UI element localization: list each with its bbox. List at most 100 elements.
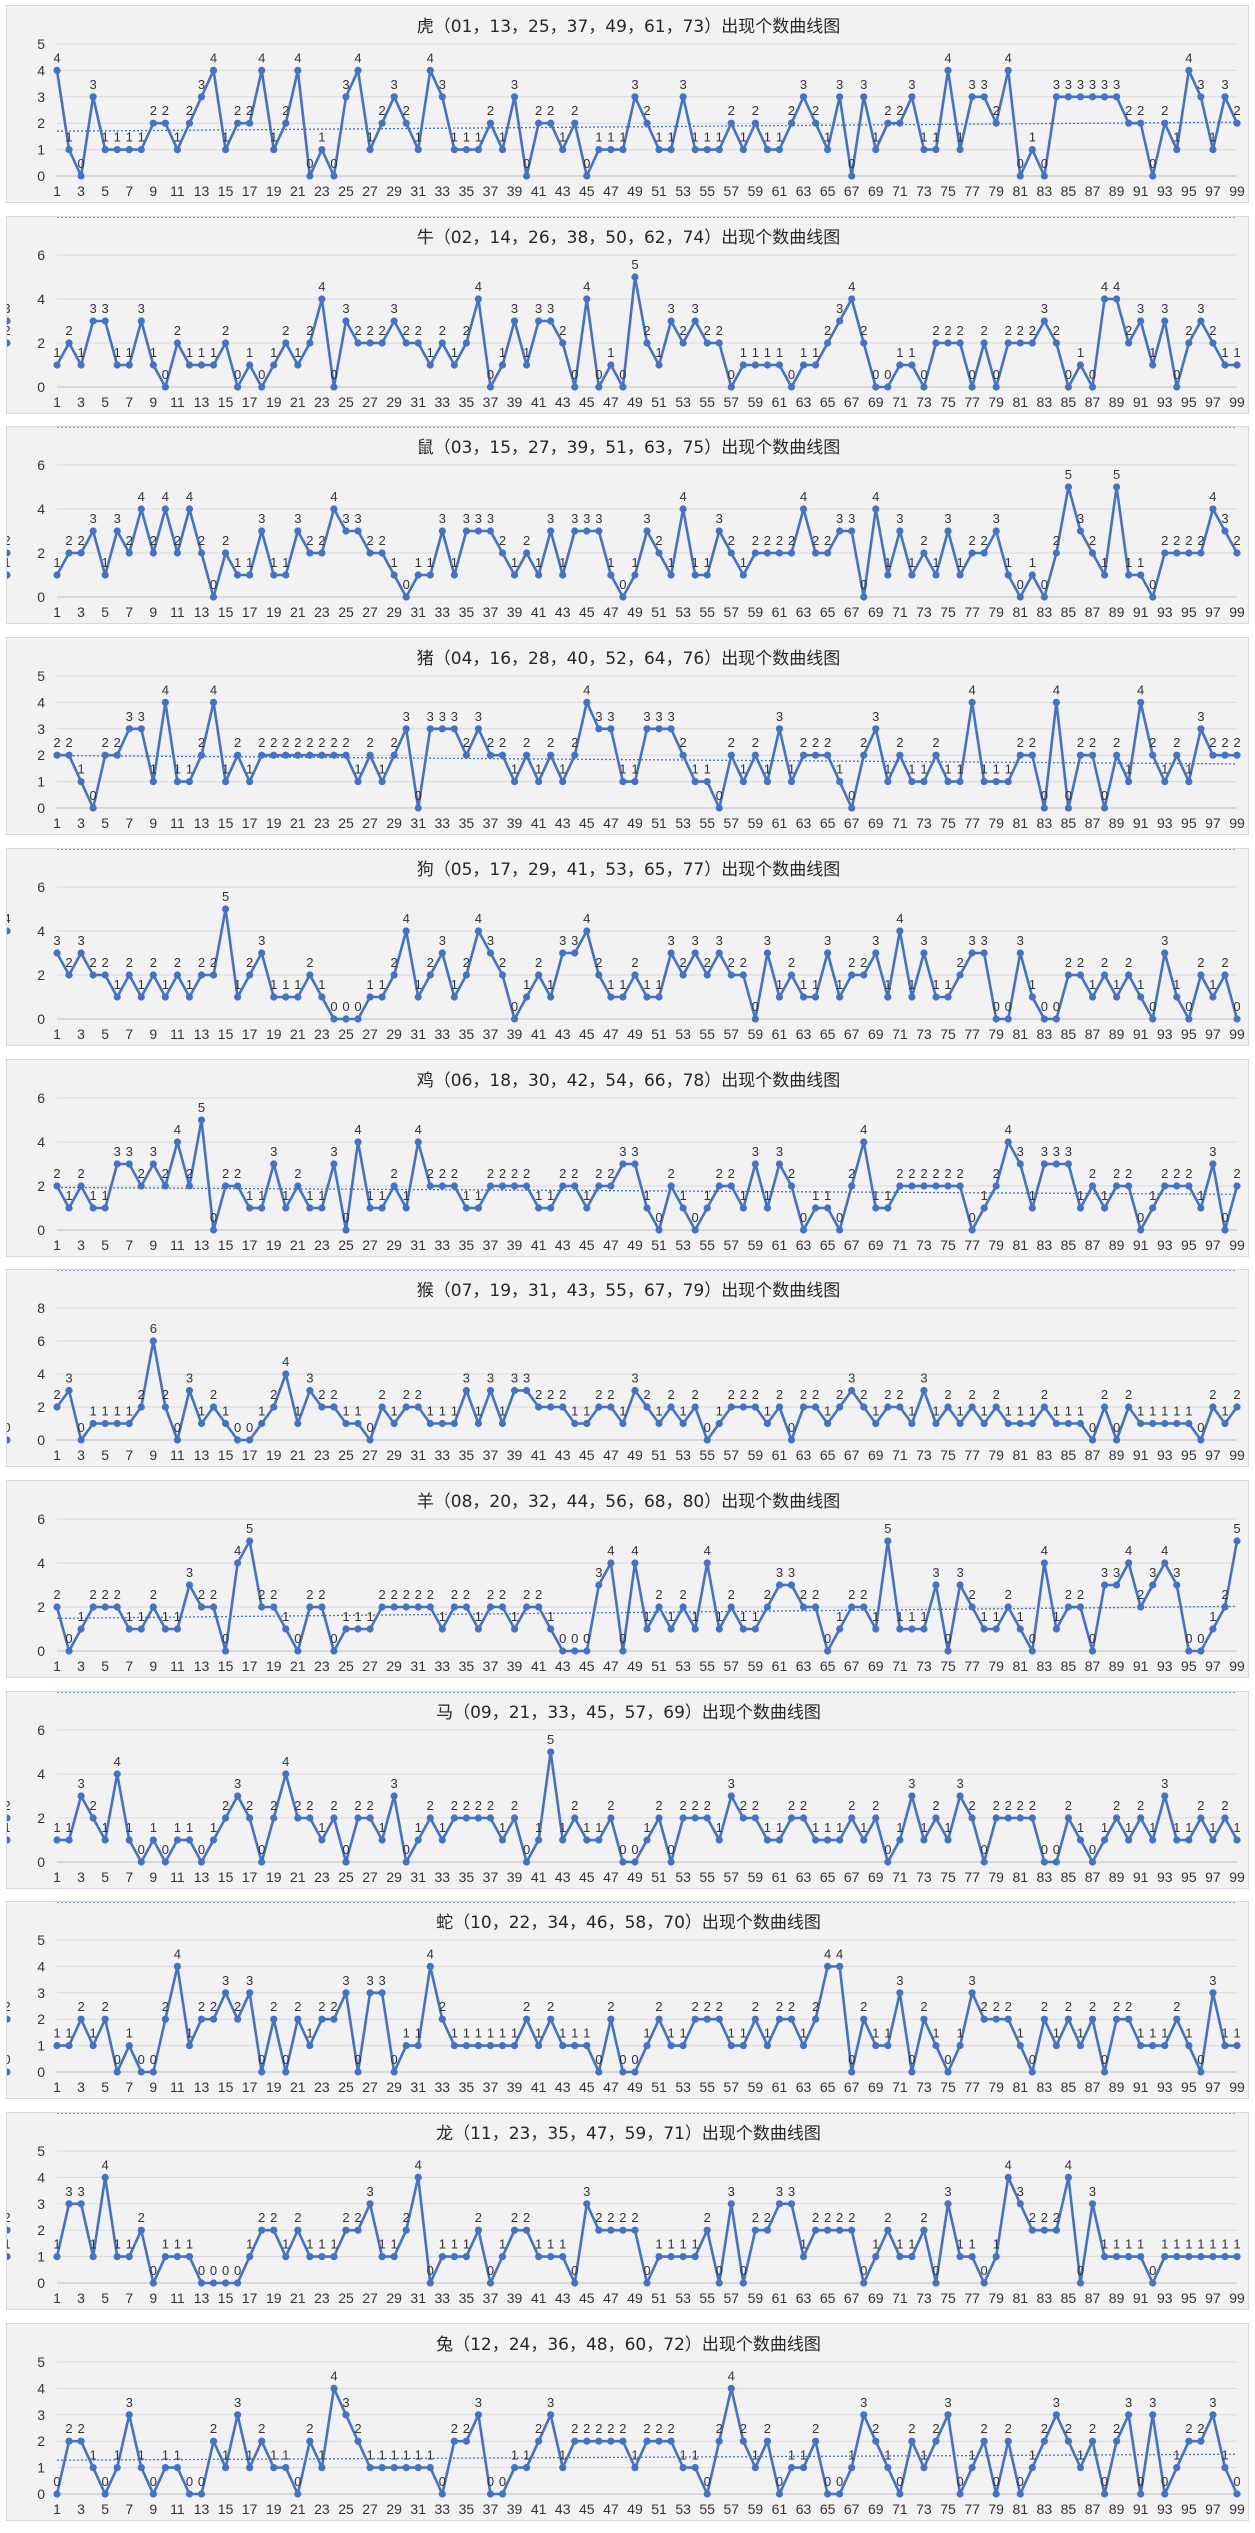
data-point — [318, 2463, 326, 2471]
x-tick-label: 3 — [77, 1869, 85, 1885]
data-label: 2 — [595, 1387, 602, 1402]
x-tick-label: 33 — [435, 1447, 451, 1463]
data-point — [234, 2279, 242, 2287]
data-label: 0 — [1197, 1631, 1204, 1646]
x-tick-label: 3 — [77, 815, 85, 831]
data-point — [234, 119, 242, 127]
x-tick-label: 3 — [77, 1237, 85, 1253]
data-label: 1 — [956, 2026, 963, 2041]
data-label: 1 — [583, 1188, 590, 1203]
data-point — [486, 1387, 495, 1395]
data-point — [378, 1835, 386, 1844]
data-label: 1 — [282, 2237, 289, 2252]
x-tick-label: 43 — [555, 394, 571, 410]
x-tick-label: 49 — [627, 815, 643, 831]
data-label: 2 — [523, 1166, 530, 1181]
data-point — [402, 2463, 410, 2471]
data-point — [426, 361, 434, 369]
data-label: 2 — [499, 1587, 506, 1602]
data-label: 2 — [270, 1999, 277, 2014]
data-point — [7, 2068, 11, 2076]
data-label: 1 — [764, 1820, 771, 1835]
data-point — [1149, 2410, 1157, 2419]
data-label: 0 — [1197, 2052, 1204, 2067]
data-point — [703, 2226, 711, 2234]
y-tick-label: 0 — [37, 168, 45, 184]
data-label: 0 — [1041, 156, 1048, 171]
data-label: 3 — [872, 709, 879, 724]
x-tick-label: 79 — [988, 1658, 1004, 1674]
x-tick-label: 19 — [266, 1869, 282, 1885]
data-point — [896, 2490, 904, 2498]
data-point — [1125, 1559, 1133, 1567]
data-label: 3 — [692, 301, 699, 316]
data-label: 3 — [342, 77, 349, 92]
data-point — [450, 725, 458, 733]
data-point — [221, 1813, 230, 1822]
data-point — [137, 993, 145, 1001]
data-point — [607, 571, 615, 579]
x-tick-label: 41 — [531, 394, 547, 410]
x-tick-label: 41 — [531, 1237, 547, 1253]
data-point — [366, 1203, 374, 1212]
data-label: 1 — [258, 1188, 265, 1203]
data-label: 2 — [1125, 323, 1132, 338]
data-label: 2 — [680, 1587, 687, 1602]
x-tick-label: 13 — [194, 1026, 210, 1042]
data-label: 2 — [968, 1387, 975, 1402]
data-label: 3 — [1197, 709, 1204, 724]
data-label: 2 — [330, 1387, 337, 1402]
x-tick-label: 67 — [844, 815, 860, 831]
data-label: 3 — [655, 709, 662, 724]
data-label: 3 — [511, 77, 518, 92]
data-label: 1 — [1221, 2237, 1228, 2252]
data-label: 0 — [920, 367, 927, 382]
data-point — [908, 571, 916, 579]
data-point — [221, 146, 230, 154]
data-point — [583, 1647, 591, 1655]
data-label: 1 — [391, 555, 398, 570]
data-label: 1 — [981, 762, 988, 777]
data-label: 1 — [451, 2026, 458, 2041]
data-point — [836, 778, 844, 786]
data-point — [173, 1625, 182, 1633]
data-label: 2 — [282, 103, 289, 118]
data-label: 2 — [1017, 1798, 1024, 1813]
y-tick-label: 4 — [37, 2169, 45, 2185]
data-point — [1112, 295, 1121, 303]
data-point — [932, 1181, 940, 1190]
data-point — [1137, 1813, 1145, 1822]
data-label: 1 — [704, 1188, 711, 1203]
data-label: 4 — [800, 489, 807, 504]
data-point — [836, 527, 844, 535]
data-label: 4 — [896, 911, 903, 926]
data-point — [522, 1387, 531, 1395]
x-tick-label: 61 — [772, 394, 788, 410]
data-label: 3 — [65, 2184, 72, 2199]
data-label: 2 — [451, 1166, 458, 1181]
x-tick-label: 37 — [483, 183, 499, 199]
data-point — [258, 1857, 266, 1866]
data-label: 2 — [222, 1166, 229, 1181]
data-label: 2 — [1233, 103, 1240, 118]
data-point — [631, 2463, 639, 2471]
data-label: 0 — [619, 1631, 626, 1646]
x-tick-label: 41 — [531, 183, 547, 199]
data-label: 1 — [752, 345, 759, 360]
data-label: 3 — [475, 709, 482, 724]
data-point — [1185, 2437, 1193, 2445]
x-tick-label: 83 — [1037, 1869, 1053, 1885]
data-label: 2 — [306, 735, 313, 750]
x-tick-label: 49 — [627, 183, 643, 199]
data-label: 3 — [391, 301, 398, 316]
x-tick-label: 89 — [1109, 183, 1125, 199]
data-label: 2 — [993, 1999, 1000, 2014]
x-tick-label: 39 — [507, 2290, 523, 2306]
x-tick-label: 53 — [675, 815, 691, 831]
data-label: 1 — [487, 2026, 494, 2041]
data-label: 0 — [294, 2474, 301, 2489]
data-label: 0 — [571, 367, 578, 382]
x-tick-label: 89 — [1109, 604, 1125, 620]
data-label: 2 — [981, 1999, 988, 2014]
